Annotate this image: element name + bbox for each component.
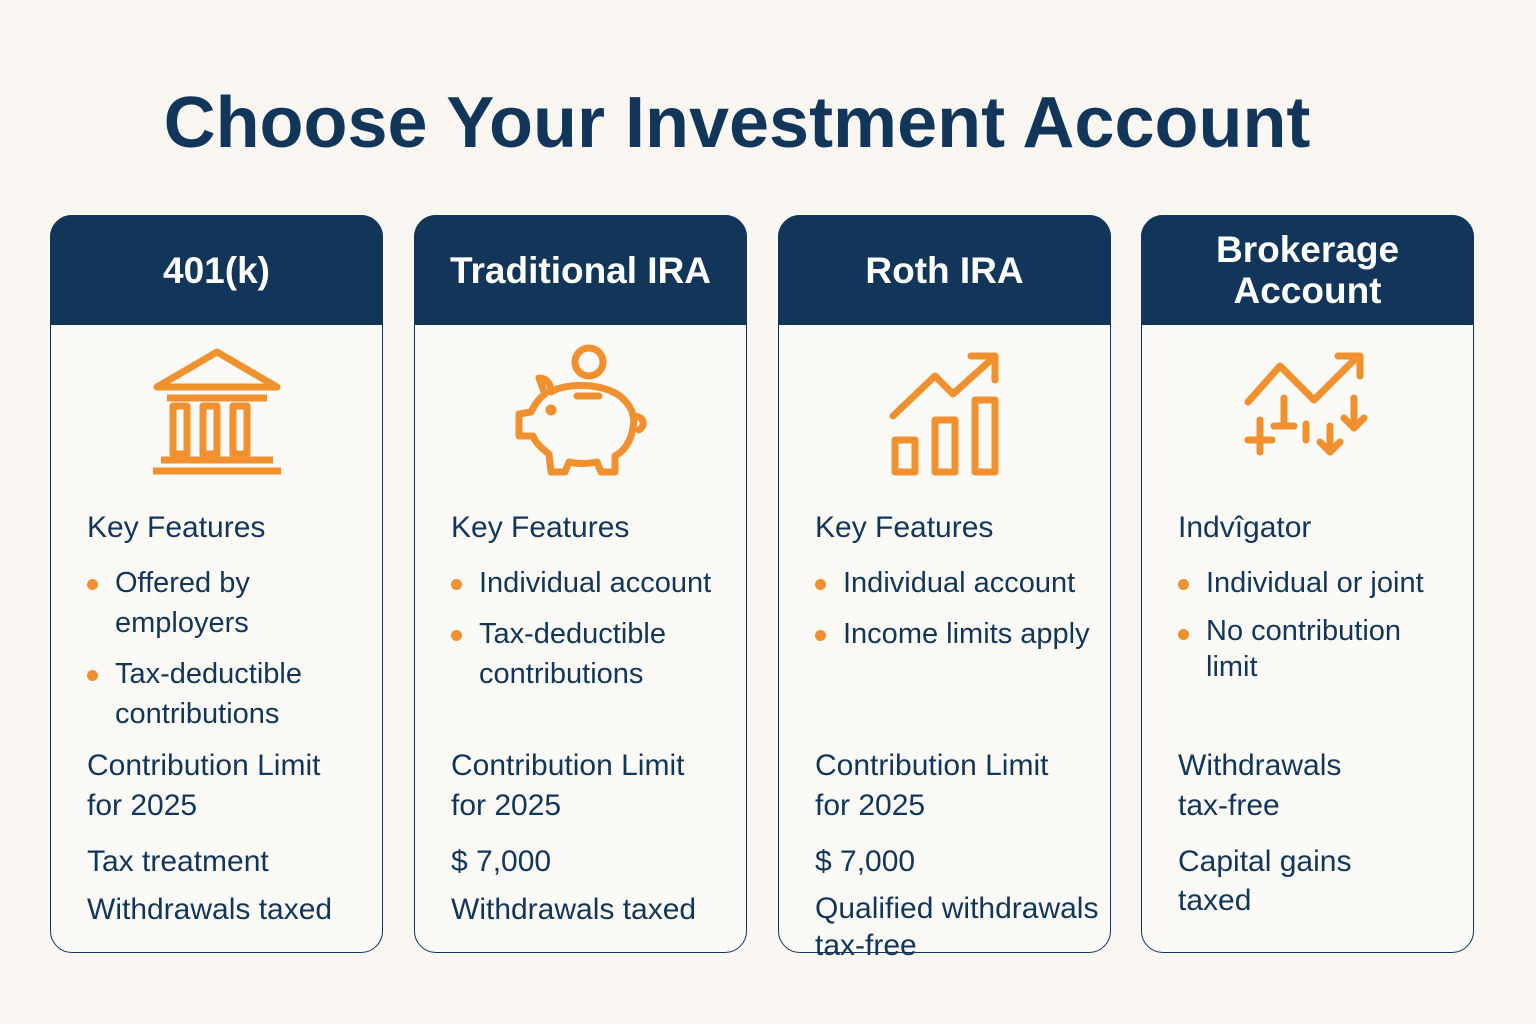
bank-building-icon <box>153 348 281 475</box>
card-title: 401(k) <box>50 215 383 325</box>
withdrawals-heading: Withdrawals tax-free <box>1178 749 1342 822</box>
section-heading: Key Features <box>87 511 266 544</box>
feature-bullet: Individual account <box>451 563 711 603</box>
contribution-heading: Contribution Limit for 2025 <box>87 749 321 822</box>
card-title: Roth IRA <box>778 215 1111 325</box>
feature-bullet: No contribution limit <box>1178 613 1401 685</box>
section-heading: Key Features <box>451 511 630 544</box>
feature-bullet: Individual account <box>815 563 1075 603</box>
contribution-limit-value: $ 7,000 <box>451 845 552 878</box>
capital-gains-note: Capital gains taxed <box>1178 845 1352 917</box>
piggy-bank-icon <box>515 344 647 476</box>
contribution-limit-value: $ 7,000 <box>815 845 916 878</box>
withdrawals-note: Withdrawals taxed <box>451 893 697 926</box>
card-title: Traditional IRA <box>414 215 747 325</box>
card-traditional-ira[interactable]: Traditional IRA Key Features Individual … <box>414 215 747 953</box>
withdrawals-note: Qualified withdrawals tax-free <box>815 892 1099 962</box>
card-roth-ira[interactable]: Roth IRA Key Features Individual account… <box>778 215 1111 962</box>
contribution-heading: Contribution Limit for 2025 <box>815 749 1049 822</box>
market-trend-icon <box>1244 352 1368 456</box>
withdrawals-note: Withdrawals taxed <box>87 893 333 926</box>
section-heading: Indvîgator <box>1178 511 1312 544</box>
feature-bullet: Tax-deductible contributions <box>451 614 666 694</box>
page-title: Choose Your Investment Account <box>163 83 1311 163</box>
card-401k[interactable]: 401(k) Key Features Offered by employers… <box>50 215 383 953</box>
feature-bullet: Income limits apply <box>815 614 1090 654</box>
tax-treatment: Tax treatment <box>87 845 269 878</box>
section-heading: Key Features <box>815 511 994 544</box>
contribution-heading: Contribution Limit for 2025 <box>451 749 685 822</box>
card-brokerage-account[interactable]: Brokerage Account Indvîgator Individual … <box>1141 215 1474 953</box>
feature-bullet: Offered by employers <box>87 563 250 643</box>
feature-bullet: Individual or joint <box>1178 563 1424 603</box>
growth-chart-icon <box>889 352 999 476</box>
card-title: Brokerage Account <box>1141 215 1474 325</box>
feature-bullet: Tax-deductible contributions <box>87 654 302 734</box>
